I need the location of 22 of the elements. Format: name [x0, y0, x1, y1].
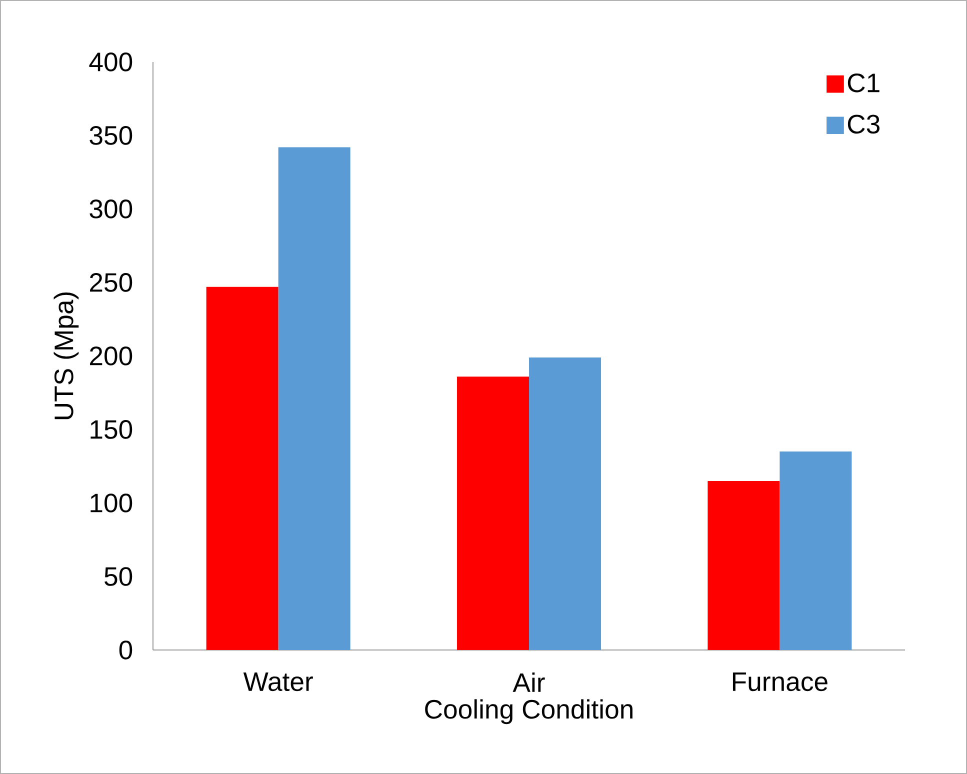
y-tick-label: 50 [104, 567, 132, 586]
bar [780, 452, 852, 650]
y-tick-label: 0 [119, 640, 132, 660]
x-tick-label: Air [512, 672, 545, 692]
y-tick-label: 100 [90, 494, 132, 512]
bar [206, 286, 278, 650]
y-tick-label: 150 [90, 420, 132, 439]
bar [529, 357, 602, 650]
y-tick-label: 400 [89, 52, 132, 72]
x-tick-label: Water [243, 672, 313, 692]
bar [457, 376, 530, 650]
bar [278, 147, 350, 650]
x-tick-label: Furnace [732, 672, 828, 692]
y-tick-label: 350 [90, 126, 132, 145]
legend-label: C3 [848, 114, 880, 134]
y-tick-label: 300 [90, 200, 132, 218]
bar [708, 480, 780, 650]
y-axis-title: UTS (Mpa) [54, 292, 79, 420]
legend-label: C1 [848, 73, 880, 92]
y-tick-label: 200 [90, 346, 132, 366]
x-axis-title: Cooling Condition [425, 699, 632, 724]
y-tick-label: 250 [90, 273, 132, 292]
